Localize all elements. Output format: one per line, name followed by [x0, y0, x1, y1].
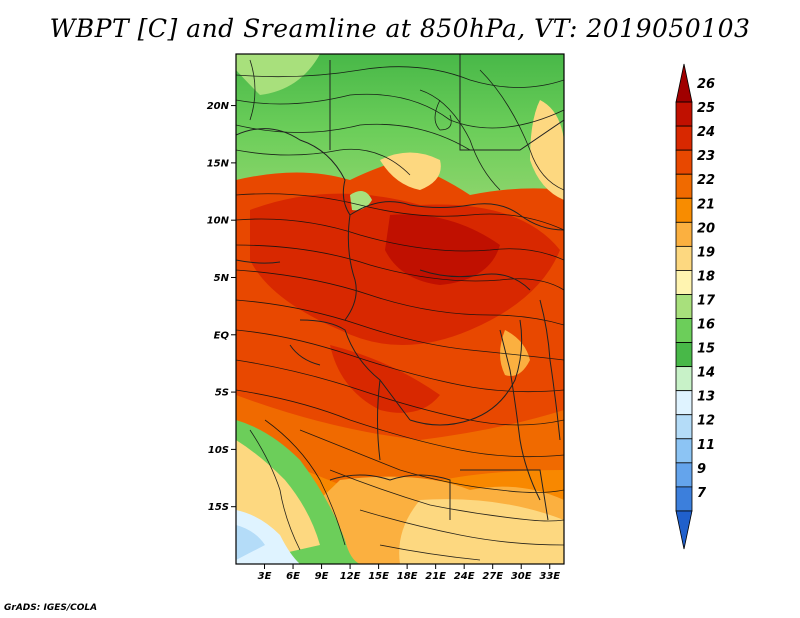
chart-title: WBPT [C] and Sreamline at 850hPa, VT: 20…: [49, 14, 751, 43]
colorbar-label: 24: [697, 125, 715, 140]
lon-tick-label: 33E: [539, 571, 560, 582]
lon-tick-label: 15E: [368, 571, 389, 582]
latitude-axis: 20N 15N 10N 5N EQ 5S 10S 15S: [207, 101, 236, 513]
colorbar-label: 18: [697, 269, 715, 284]
colorbar-swatch: [675, 318, 693, 343]
colorbar-swatch: [675, 149, 693, 175]
lon-tick-label: 18E: [397, 571, 418, 582]
lon-tick-label: 27E: [482, 571, 503, 582]
lon-tick-label: 9E: [315, 571, 329, 582]
map-field: [236, 54, 564, 564]
colorbar-swatch: [675, 438, 693, 464]
lon-tick-label: 30E: [511, 571, 532, 582]
lon-tick-label: 3E: [258, 571, 272, 582]
colorbar-label: 25: [697, 101, 715, 116]
lat-tick-label: 15N: [207, 158, 230, 169]
colorbar-label: 15: [697, 342, 715, 357]
colorbar-swatch: [675, 390, 693, 416]
colorbar-label: 12: [697, 414, 715, 429]
longitude-axis: 3E 6E 9E 12E 15E 18E 21E 24E 27E 30E 33E: [258, 564, 560, 582]
credit-text: GrADS: IGES/COLA: [4, 603, 98, 613]
lat-tick-label: 10S: [208, 445, 229, 456]
colorbar-swatch: [675, 173, 693, 199]
colorbar-label: 22: [697, 173, 715, 188]
colorbar-swatch: [675, 63, 693, 103]
colorbar-label: 19: [697, 245, 715, 260]
colorbar-label: 16: [697, 318, 715, 333]
colorbar-label: 11: [697, 438, 715, 453]
lon-tick-label: 12E: [340, 571, 361, 582]
lon-tick-label: 24E: [454, 571, 475, 582]
colorbar-swatch: [675, 197, 693, 223]
colorbar-swatch: [675, 245, 693, 271]
colorbar-swatch: [675, 462, 693, 488]
colorbar-swatch: [675, 510, 693, 550]
lon-tick-label: 6E: [286, 571, 300, 582]
lat-tick-label: EQ: [214, 330, 230, 341]
colorbar-label: 9: [697, 462, 706, 477]
colorbar-label: 7: [697, 486, 707, 501]
colorbar-swatch: [675, 270, 693, 295]
colorbar-label: 20: [697, 221, 715, 236]
colorbar-swatch: [675, 101, 693, 127]
lat-tick-label: 20N: [207, 101, 230, 112]
lon-tick-label: 21E: [425, 571, 446, 582]
colorbar-swatch: [675, 125, 693, 151]
lat-tick-label: 5N: [214, 273, 230, 284]
colorbar-swatch: [675, 221, 693, 247]
colorbar-label: 14: [697, 366, 715, 381]
colorbar-swatch: [675, 486, 693, 512]
streamlines: [236, 59, 564, 561]
colorbar-swatch: [675, 414, 693, 440]
colorbar-label: 26: [697, 77, 715, 92]
lat-tick-label: 5S: [215, 388, 229, 399]
colorbar-label: 17: [697, 293, 716, 308]
colorbar-swatch: [675, 366, 693, 392]
colorbar: 26 25 24 23 22 21 20 19 18 17 16 15 14 13 12 11 9 7: [675, 63, 716, 550]
colorbar-swatch: [675, 294, 693, 319]
colorbar-label: 23: [697, 149, 715, 164]
colorbar-label: 13: [697, 390, 715, 405]
colorbar-swatch: [675, 342, 693, 368]
lat-tick-label: 10N: [207, 216, 230, 227]
country-borders: [236, 54, 564, 521]
map-frame: [235, 53, 565, 565]
colorbar-label: 21: [697, 197, 715, 212]
lat-tick-label: 15S: [208, 502, 229, 513]
